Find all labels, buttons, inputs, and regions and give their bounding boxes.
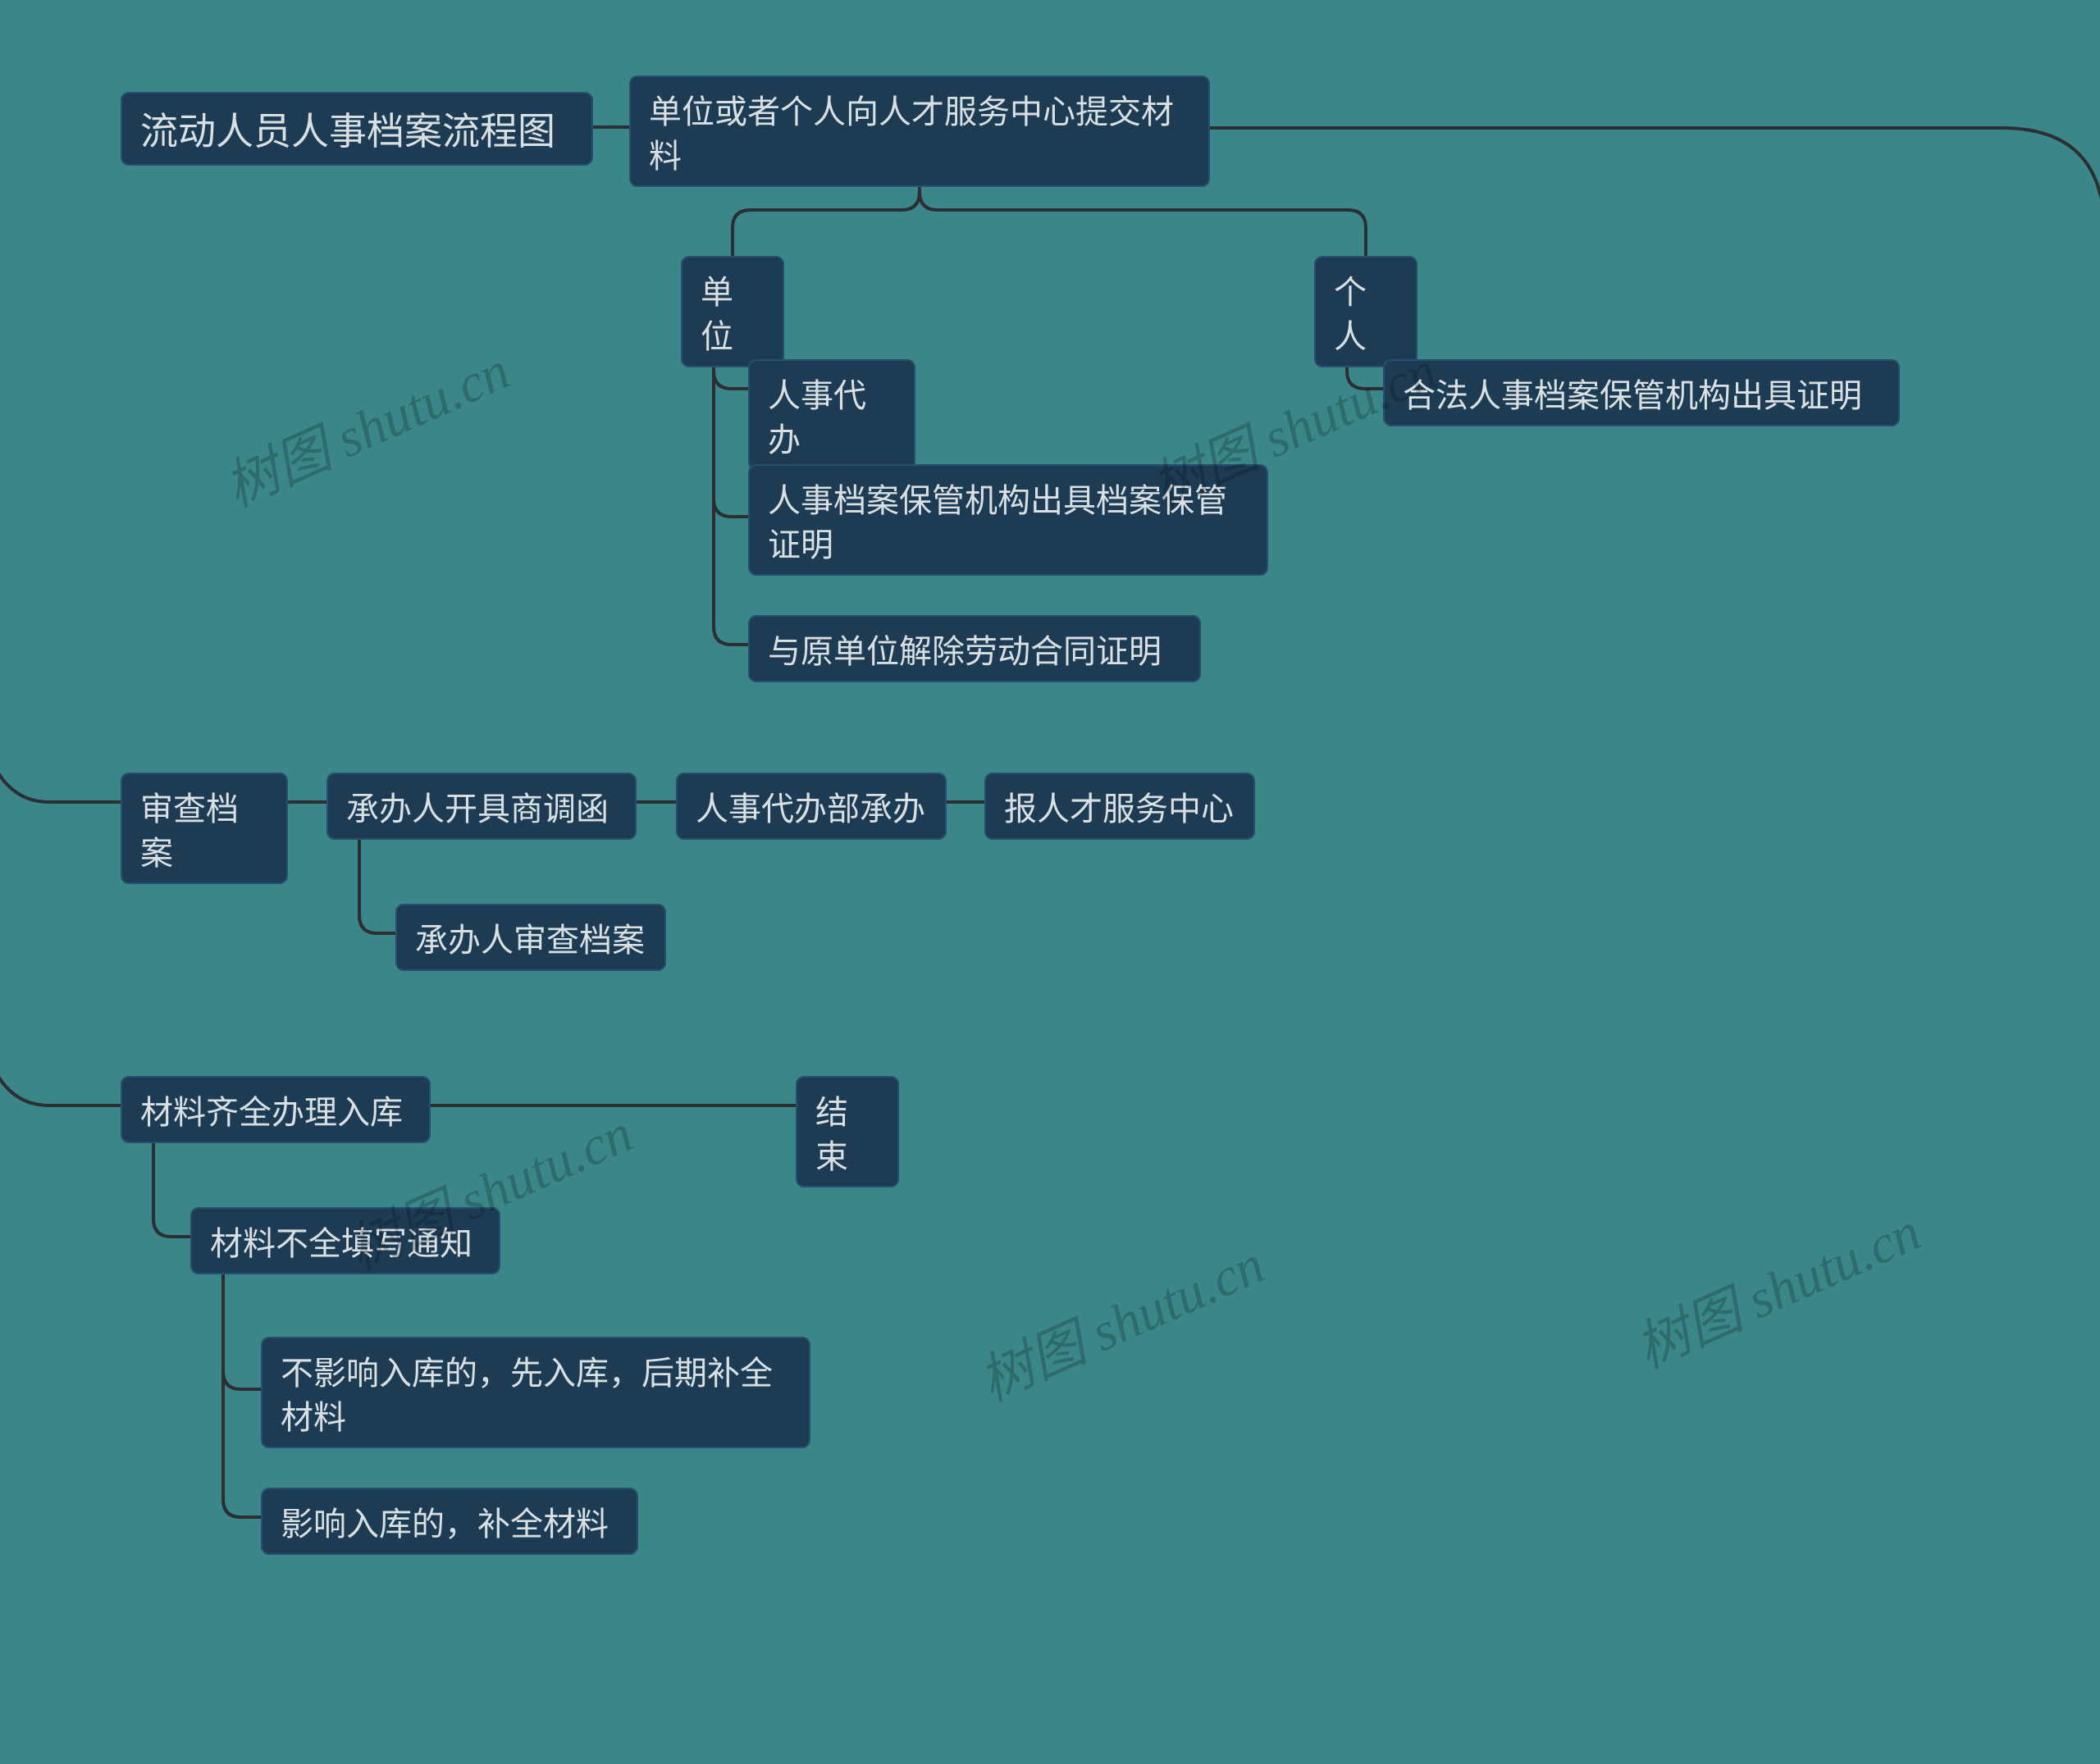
node-shangdiao: 承办人开具商调函 bbox=[326, 773, 637, 840]
node-danwei: 单位 bbox=[681, 256, 784, 367]
diagram-stage: 流动人员人事档案流程图单位或者个人向人才服务中心提交材料单位 个人人事代办人事档案… bbox=[0, 0, 2100, 1764]
node-review: 审查档案 bbox=[121, 773, 288, 884]
node-rsdb: 人事代办部承办 bbox=[676, 773, 947, 840]
node-yydw: 与原单位解除劳动合同证明 bbox=[748, 615, 1201, 682]
node-submit: 单位或者个人向人才服务中心提交材料 bbox=[629, 75, 1210, 187]
node-byx: 不影响入库的，先入库，后期补全材料 bbox=[261, 1337, 810, 1448]
node-title: 流动人员人事档案流程图 bbox=[121, 92, 593, 166]
node-ruku: 材料齐全办理入库 bbox=[121, 1076, 431, 1143]
node-rsdabg: 人事档案保管机构出具档案保管证明 bbox=[748, 464, 1268, 576]
node-buquan: 材料不全填写通知 bbox=[190, 1207, 500, 1274]
node-geren: 个人 bbox=[1314, 256, 1418, 367]
node-baorc: 报人才服务中心 bbox=[984, 773, 1255, 840]
node-cbrsc: 承办人审查档案 bbox=[395, 904, 666, 971]
node-rsd: 人事代办 bbox=[748, 359, 915, 471]
node-end: 结束 bbox=[796, 1076, 899, 1187]
node-hfrs: 合法人事档案保管机构出具证明 bbox=[1383, 359, 1900, 426]
node-yx: 影响入库的，补全材料 bbox=[261, 1488, 638, 1555]
